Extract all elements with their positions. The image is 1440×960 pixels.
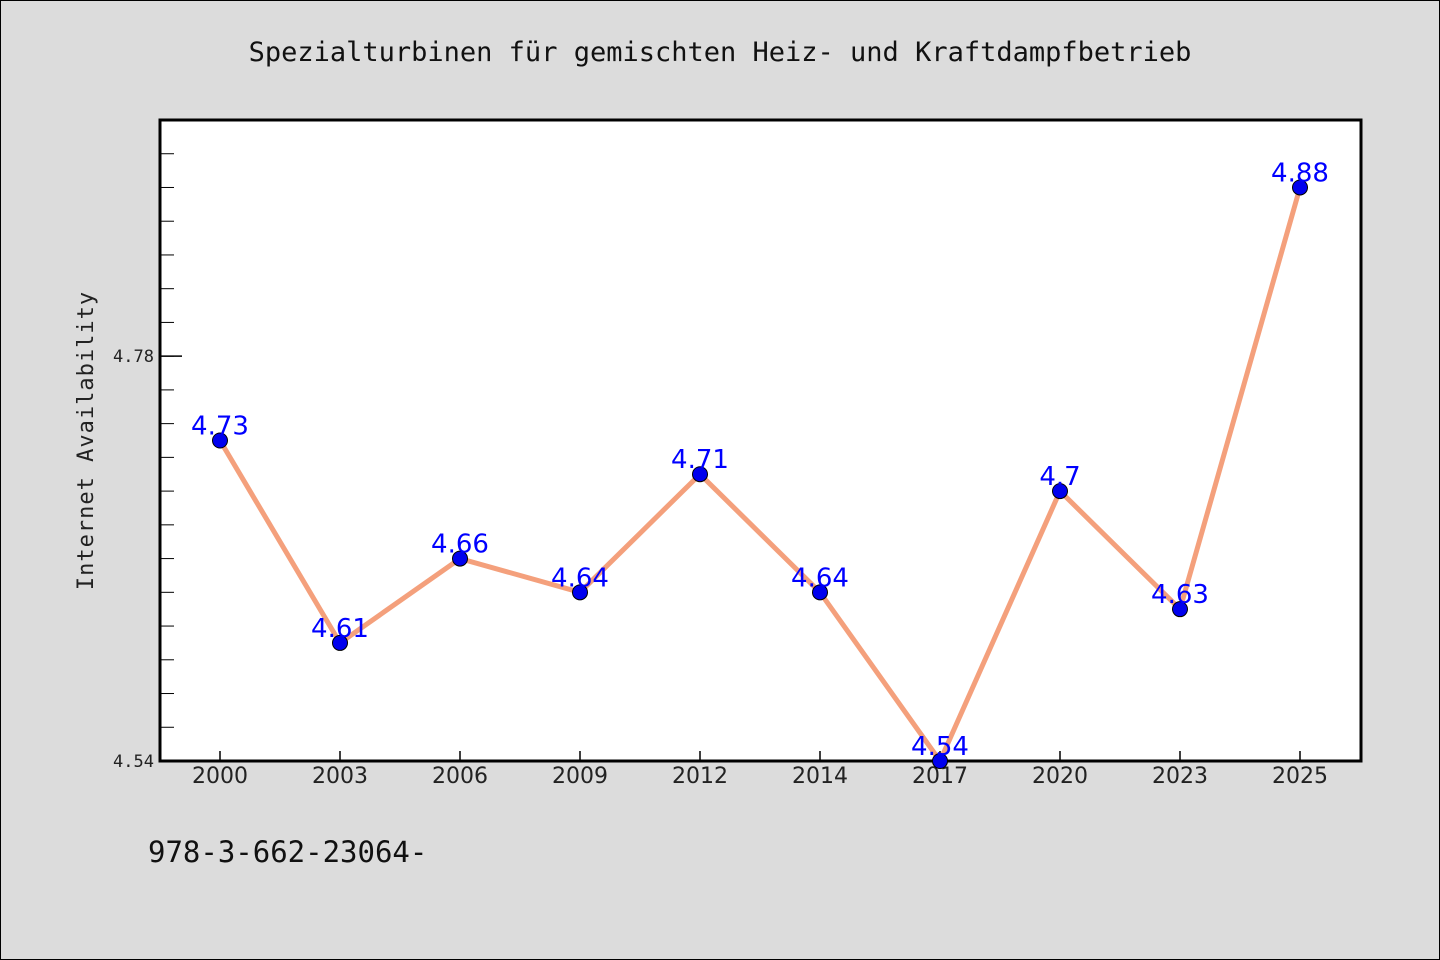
y-tick-label: 4.78 bbox=[113, 347, 154, 367]
x-tick-label: 2020 bbox=[1032, 764, 1088, 789]
plot-area bbox=[158, 118, 1363, 763]
data-point bbox=[212, 432, 228, 449]
data-point bbox=[932, 753, 948, 769]
data-point bbox=[452, 550, 468, 567]
data-point bbox=[1172, 601, 1188, 618]
data-label: 4.66 bbox=[431, 530, 489, 560]
x-tick-label: 2009 bbox=[552, 764, 608, 789]
data-label: 4.73 bbox=[191, 412, 249, 442]
y-minor-ticks bbox=[160, 153, 174, 728]
series-line bbox=[217, 186, 1303, 767]
y-axis-label: Internet Availability bbox=[74, 291, 99, 590]
x-tick-label: 2014 bbox=[792, 764, 848, 789]
data-point bbox=[1292, 179, 1308, 196]
x-tick-label: 2000 bbox=[192, 764, 248, 789]
data-point bbox=[332, 634, 348, 651]
data-label: 4.63 bbox=[1151, 580, 1209, 610]
data-point bbox=[1052, 483, 1068, 500]
data-point bbox=[812, 584, 828, 601]
x-tick-label: 2012 bbox=[672, 764, 728, 789]
x-tick-label: 2025 bbox=[1272, 764, 1328, 789]
data-label: 4.71 bbox=[671, 445, 729, 475]
data-label: 4.64 bbox=[551, 563, 609, 593]
y-tick-label: 4.54 bbox=[113, 752, 154, 772]
data-label: 4.61 bbox=[311, 614, 369, 644]
data-labels: 4.73 4.61 4.66 4.64 4.71 4.64 4.54 4.7 4.63 4.88 bbox=[191, 158, 1329, 762]
series-markers bbox=[212, 179, 1308, 769]
data-label: 4.88 bbox=[1271, 158, 1329, 188]
data-label: 4.64 bbox=[791, 563, 849, 593]
footer-text: 978-3-662-23064- bbox=[148, 835, 427, 869]
y-axis: 4.54 4.78 bbox=[113, 347, 182, 772]
data-point bbox=[572, 584, 588, 601]
x-tick-label: 2003 bbox=[312, 764, 368, 789]
x-tick-label: 2023 bbox=[1152, 764, 1208, 789]
x-axis: 2000 2003 2006 2009 2012 2014 2017 2020 2023 2025 bbox=[192, 751, 1328, 789]
data-point bbox=[692, 466, 708, 483]
x-tick-label: 2006 bbox=[432, 764, 488, 789]
chart-title: Spezialturbinen für gemischten Heiz- und… bbox=[249, 37, 1192, 68]
data-label: 4.7 bbox=[1039, 462, 1080, 492]
data-label: 4.54 bbox=[911, 732, 969, 762]
